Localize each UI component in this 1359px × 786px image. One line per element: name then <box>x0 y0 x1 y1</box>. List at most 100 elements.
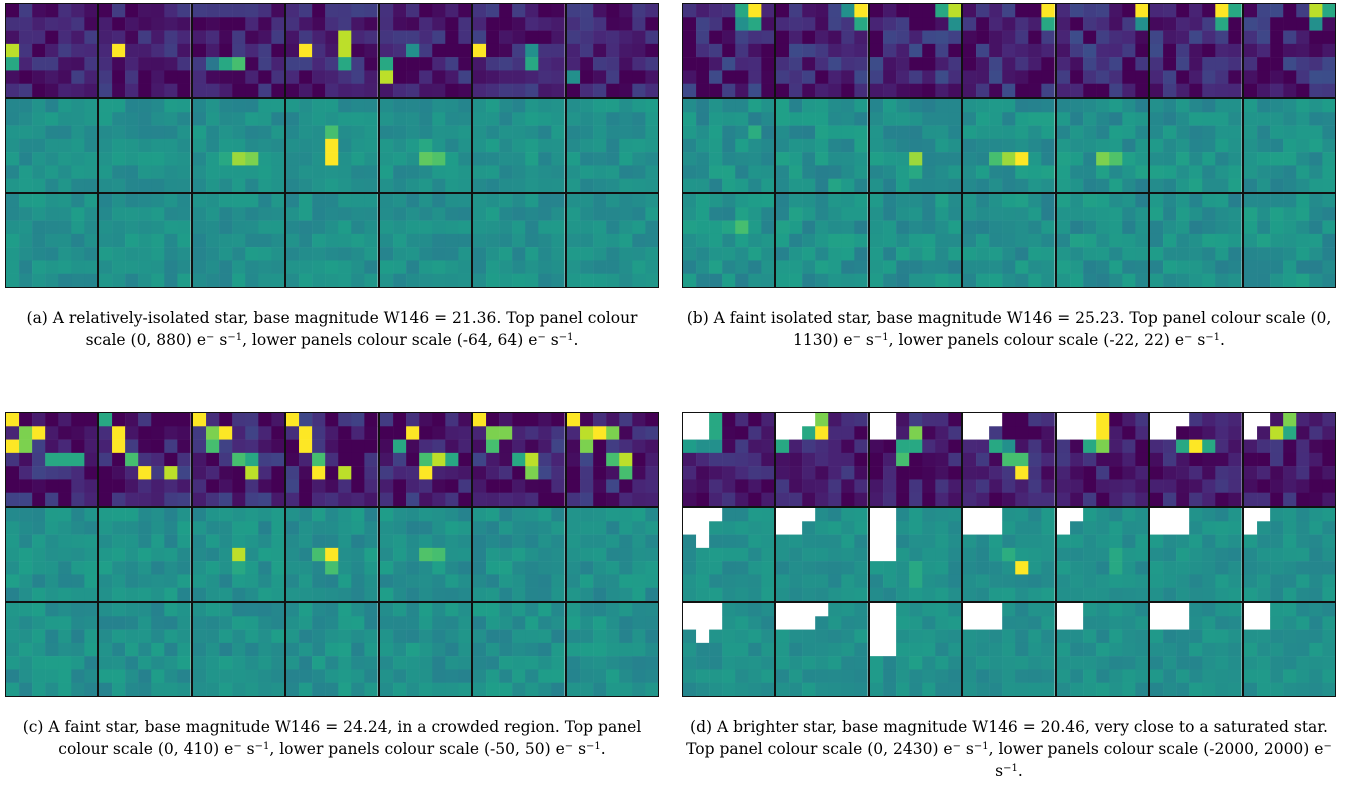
pixel <box>789 194 803 208</box>
pixel <box>151 413 165 427</box>
pixel <box>963 682 977 696</box>
pixel <box>205 547 220 562</box>
pixel <box>379 656 394 670</box>
pixel <box>351 492 365 506</box>
pixel <box>1082 99 1097 113</box>
pixel <box>909 99 923 113</box>
pixel <box>1202 70 1216 84</box>
pixel <box>431 233 446 248</box>
pixel <box>351 17 365 31</box>
pixel <box>205 4 220 18</box>
pixel <box>19 43 33 58</box>
pixel-grid <box>683 4 775 97</box>
pixel <box>963 178 977 192</box>
pixel <box>84 233 98 248</box>
pixel <box>1176 70 1190 84</box>
pixel <box>963 99 977 113</box>
pixel <box>392 587 407 601</box>
pixel <box>696 178 710 192</box>
pixel <box>1176 273 1190 287</box>
pixel <box>895 125 910 140</box>
pixel <box>538 112 552 126</box>
pixel <box>748 57 762 71</box>
pixel <box>709 152 723 166</box>
pixel <box>761 125 775 140</box>
pixel <box>1176 439 1190 454</box>
pixel <box>709 426 723 440</box>
pixel <box>19 479 33 493</box>
pixel <box>841 547 856 562</box>
pixel <box>1150 138 1164 153</box>
pixel <box>909 534 923 549</box>
pixel <box>538 165 552 179</box>
pixel <box>841 247 856 261</box>
pixel <box>551 57 565 71</box>
pixel <box>499 194 513 208</box>
pixel <box>1321 656 1335 670</box>
pixel <box>722 17 736 31</box>
pixel <box>379 642 394 657</box>
pixel <box>125 413 139 427</box>
pixel <box>922 521 936 535</box>
pixel <box>935 273 949 287</box>
pixel <box>112 30 126 45</box>
pixel <box>58 669 72 683</box>
pixel <box>579 508 593 522</box>
pixel <box>882 508 897 522</box>
pixel <box>232 17 246 31</box>
pixel <box>312 112 326 126</box>
pixel <box>761 534 775 549</box>
pixel <box>338 152 352 166</box>
bot-panel-2 <box>775 602 869 697</box>
pixel <box>1150 479 1164 493</box>
pixel <box>1215 43 1229 58</box>
pixel <box>151 521 165 535</box>
pixel <box>364 70 378 84</box>
pixel <box>232 112 246 126</box>
pixel <box>245 194 259 208</box>
pixel <box>1041 165 1055 179</box>
pixel <box>1163 656 1177 670</box>
pixel <box>112 207 126 221</box>
pixel <box>418 413 433 427</box>
pixel <box>1056 669 1071 683</box>
pixel <box>1041 521 1055 535</box>
pixel <box>177 194 191 208</box>
pixel <box>922 547 936 562</box>
pixel <box>1176 125 1190 140</box>
pixel <box>58 603 72 617</box>
pixel <box>473 492 487 506</box>
pixel <box>84 247 98 261</box>
pixel <box>205 508 220 522</box>
pixel <box>1002 642 1016 657</box>
pixel <box>1308 247 1323 261</box>
pixel <box>312 138 326 153</box>
pixel <box>1321 642 1335 657</box>
pixel-grid <box>99 603 191 696</box>
pixel-grid <box>286 4 378 97</box>
pixel <box>392 273 407 287</box>
pixel <box>245 178 259 192</box>
pixel <box>138 413 152 427</box>
pixel <box>6 466 20 480</box>
pixel <box>177 669 191 683</box>
pixel <box>258 561 272 575</box>
pixel <box>232 426 246 440</box>
pixel <box>776 273 790 287</box>
pixel <box>286 43 300 58</box>
pixel <box>815 479 829 493</box>
pixel <box>592 603 607 617</box>
pixel <box>364 207 378 221</box>
pixel <box>445 466 459 480</box>
pixel <box>205 112 220 126</box>
pixel <box>566 4 580 18</box>
pixel <box>976 260 990 274</box>
pixel <box>1163 669 1177 683</box>
pixel <box>1308 99 1323 113</box>
pixel <box>1295 413 1310 427</box>
pixel <box>815 534 829 549</box>
pixel <box>605 43 620 58</box>
pixel <box>538 30 552 45</box>
pixel <box>1269 629 1284 644</box>
pixel <box>286 17 300 31</box>
